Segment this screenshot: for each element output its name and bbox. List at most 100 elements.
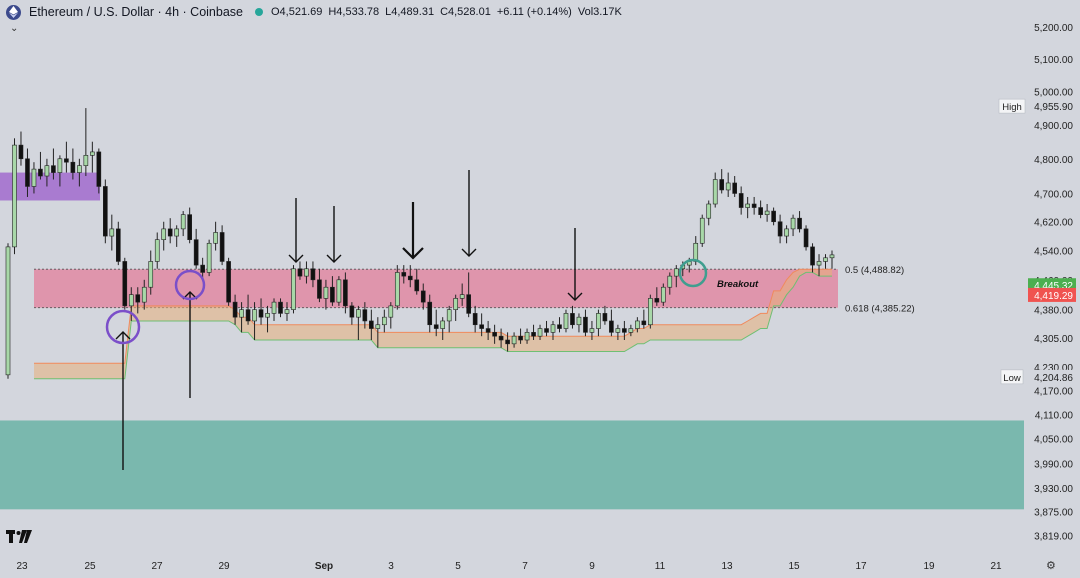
time-tick-label: 11 xyxy=(655,561,666,572)
down-arrow-head xyxy=(461,248,477,257)
candle-body xyxy=(810,246,815,266)
time-tick-label: 15 xyxy=(788,561,800,572)
candle-body xyxy=(784,228,789,237)
time-tick-label: 9 xyxy=(589,561,595,572)
candle-body xyxy=(557,324,562,329)
high-price-tag-bg xyxy=(1028,99,1076,114)
candle-body xyxy=(602,313,608,322)
candle-body xyxy=(492,332,497,337)
candle-body xyxy=(706,203,712,219)
candle-body xyxy=(576,316,582,326)
annotations-layer: Breakout xyxy=(105,170,759,470)
candle-body xyxy=(479,324,484,329)
time-tick-label: 3 xyxy=(388,561,394,572)
candle-body xyxy=(433,324,439,329)
candle-body xyxy=(5,246,11,376)
candle-body xyxy=(485,328,491,333)
candle-body xyxy=(336,279,342,303)
high-label: High xyxy=(1002,102,1022,113)
candle-body xyxy=(550,324,556,333)
candle-body xyxy=(258,309,264,318)
candle-body xyxy=(245,309,251,322)
price-tick-label: 4,900.00 xyxy=(1034,121,1073,132)
candle-body xyxy=(699,217,705,244)
candle-body xyxy=(128,294,134,307)
candle-body xyxy=(167,228,173,237)
low-label-box xyxy=(1000,369,1024,385)
symbol-title[interactable]: Ethereum / U.S. Dollar · 4h · Coinbase xyxy=(29,5,243,19)
low-label: Low xyxy=(1003,373,1021,384)
candle-body xyxy=(213,232,218,244)
price-tick-label: 4,170.00 xyxy=(1034,387,1073,398)
low-price-tag: 4,204.86 xyxy=(1034,373,1073,384)
price-tick-label: 4,800.00 xyxy=(1034,155,1073,166)
price-tick-label: 5,000.00 xyxy=(1034,88,1073,99)
market-open-indicator-icon xyxy=(254,8,263,16)
candle-body xyxy=(615,328,621,333)
candle-body xyxy=(141,286,147,303)
candle-body xyxy=(291,268,296,310)
price-tick-label: 4,700.00 xyxy=(1034,189,1073,200)
price-tick-label: 4,050.00 xyxy=(1034,435,1073,446)
candle-body xyxy=(609,320,614,333)
fib-level-label: 0.5 (4,488.82) xyxy=(845,265,904,276)
candle-body xyxy=(375,324,381,329)
up-arrow-head xyxy=(182,291,198,300)
candle-body xyxy=(388,305,394,318)
price-axis[interactable]: 5,200.00 5,100.00 5,000.00 4,900.00 4,800.00… xyxy=(998,23,1076,543)
time-tick-label: 29 xyxy=(218,561,230,572)
up-arrow-head xyxy=(115,331,131,340)
price-tick-label: 4,620.00 xyxy=(1034,218,1073,229)
candle-body xyxy=(648,298,653,326)
zones-layer: 0.5 (4,488.82) 0.618 (4,385.22) xyxy=(0,172,1024,510)
candle-body xyxy=(524,332,530,341)
candle-body xyxy=(206,242,212,273)
candle-body xyxy=(518,335,523,341)
candle-body xyxy=(51,165,56,173)
candle-body xyxy=(745,203,750,208)
candle-body xyxy=(57,158,63,173)
candle-body xyxy=(823,257,828,262)
volume-value: Vol3.17K xyxy=(577,6,622,18)
candle-body xyxy=(673,268,679,277)
ethereum-icon xyxy=(6,4,21,20)
close-value: C4,528.01 xyxy=(440,6,491,18)
zone-support-demand xyxy=(0,420,1024,510)
candle-body xyxy=(414,279,420,292)
candle-body xyxy=(252,309,257,322)
candle-body xyxy=(70,161,76,173)
candle-body xyxy=(265,313,270,318)
candle-body xyxy=(154,239,160,262)
candle-body xyxy=(304,268,309,277)
cloud-lower-line xyxy=(34,271,832,380)
tradingview-logo[interactable] xyxy=(6,530,32,549)
time-tick-label: 19 xyxy=(923,561,935,572)
candle-body xyxy=(174,228,180,237)
candle-body xyxy=(641,320,647,326)
highlight-circle xyxy=(105,309,141,345)
candle-body xyxy=(660,286,666,303)
high-value: H4,533.78 xyxy=(328,6,380,18)
reference-price-tag: 4,419.29 xyxy=(1034,291,1073,302)
candle-body xyxy=(511,335,517,345)
collapse-legend-chevron-down-icon[interactable]: ⌄ xyxy=(10,23,19,34)
candle-body xyxy=(394,272,400,307)
time-tick-label: 27 xyxy=(151,561,163,572)
candle-body xyxy=(369,320,374,329)
low-value: L4,489.31 xyxy=(385,6,435,18)
candle-body xyxy=(667,275,673,288)
price-tick-label: 4,110.00 xyxy=(1035,410,1074,421)
candle-body xyxy=(583,316,588,333)
time-tick-label: 23 xyxy=(16,561,28,572)
candle-body xyxy=(77,165,82,173)
fib-level-label: 0.618 (4,385.22) xyxy=(845,304,915,315)
candle-body xyxy=(83,155,89,166)
candle-body xyxy=(459,294,465,299)
candle-body xyxy=(187,214,192,240)
settings-gear-icon[interactable]: ⚙ xyxy=(1046,560,1056,572)
time-tick-label: 13 xyxy=(721,561,733,572)
zone-fib-pocket xyxy=(34,269,838,308)
time-axis[interactable]: 23 25 27 29 Sep 3 5 7 9 11 13 15 17 19 21 xyxy=(16,561,1002,572)
low-price-tag-bg xyxy=(1028,369,1076,384)
